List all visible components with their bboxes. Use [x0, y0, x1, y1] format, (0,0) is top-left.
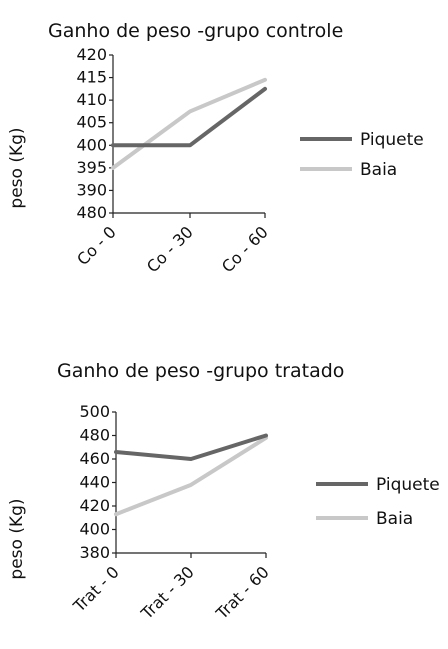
- chart-controle: Ganho de peso -grupo controle peso (Kg) …: [0, 0, 448, 320]
- y-tick-label: 420: [79, 496, 110, 515]
- y-tick-label: 380: [79, 543, 110, 562]
- y-tick-label: 460: [79, 449, 110, 468]
- y-tick-label: 480: [79, 426, 110, 445]
- y-tick-label: 420: [76, 45, 107, 64]
- y-tick-label: 395: [76, 158, 107, 177]
- y-tick-label: 440: [79, 473, 110, 492]
- x-tick-label: Co - 60: [218, 222, 272, 276]
- y-tick-label: 500: [79, 402, 110, 421]
- y-tick-label: 410: [76, 90, 107, 109]
- series-line-baia: [111, 77, 267, 170]
- x-tick-label: Co - 0: [73, 222, 120, 269]
- legend-label-baia: Baia: [376, 509, 413, 529]
- y-axis-label: peso (Kg): [7, 498, 27, 579]
- chart-title: Ganho de peso -grupo controle: [48, 20, 343, 42]
- y-tick-label: 415: [76, 68, 107, 87]
- series-line-piquete: [111, 86, 267, 148]
- y-tick-label: 390: [76, 180, 107, 199]
- legend-label-baia: Baia: [360, 160, 397, 180]
- series-line-piquete: [114, 433, 268, 461]
- x-tick-label: Co - 30: [143, 222, 197, 276]
- chart-tratado-svg: Ganho de peso -grupo tratado peso (Kg) 3…: [7, 360, 440, 623]
- series-line-baia: [114, 435, 268, 517]
- legend-label-piquete: Piquete: [360, 130, 424, 150]
- x-tick-label: Trat - 30: [137, 562, 198, 623]
- x-tick-label: Trat - 60: [212, 562, 273, 623]
- chart-title: Ganho de peso -grupo tratado: [57, 360, 344, 382]
- y-tick-label: 405: [76, 113, 107, 132]
- y-tick-label: 400: [76, 135, 107, 154]
- y-tick-label: 400: [79, 520, 110, 539]
- legend-label-piquete: Piquete: [376, 475, 440, 495]
- y-tick-label: 480: [76, 203, 107, 222]
- x-tick-label: Trat - 0: [69, 562, 123, 616]
- y-axis-label: peso (Kg): [7, 127, 27, 208]
- chart-controle-svg: Ganho de peso -grupo controle peso (Kg) …: [7, 20, 424, 276]
- chart-tratado: Ganho de peso -grupo tratado peso (Kg) 3…: [0, 330, 448, 649]
